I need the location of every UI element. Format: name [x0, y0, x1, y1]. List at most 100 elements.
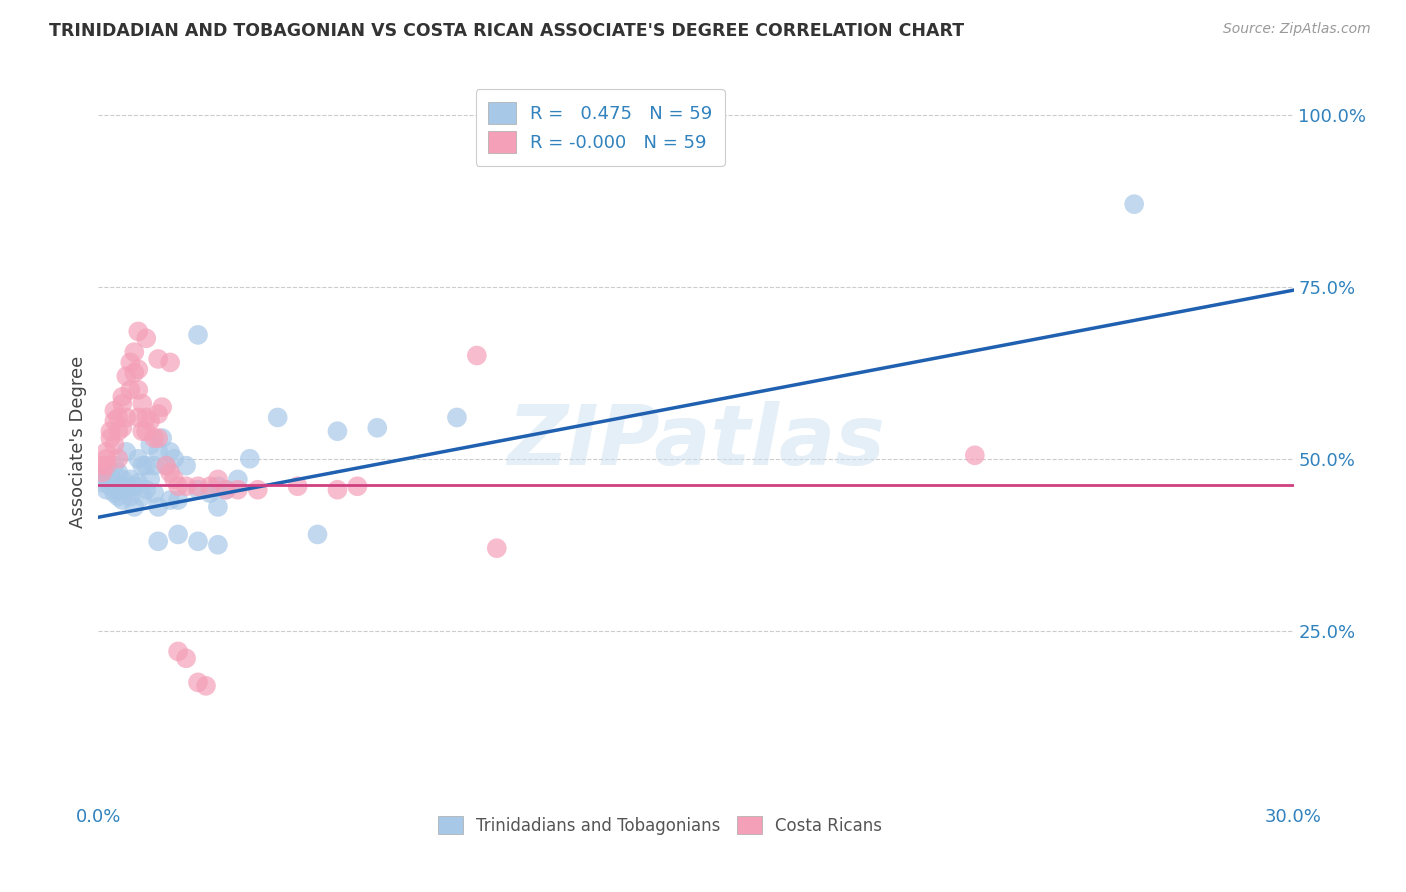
Point	[107, 466, 129, 480]
Point	[91, 466, 114, 480]
Point	[131, 458, 153, 473]
Point	[1123, 197, 1146, 211]
Point	[111, 493, 134, 508]
Point	[174, 458, 197, 473]
Point	[98, 431, 122, 445]
Point	[187, 675, 209, 690]
Point	[127, 325, 149, 339]
Point	[91, 475, 114, 490]
Point	[139, 472, 162, 486]
Point	[98, 469, 122, 483]
Point	[207, 500, 229, 514]
Point	[143, 458, 166, 473]
Point	[155, 458, 177, 473]
Point	[98, 424, 122, 438]
Point	[226, 472, 249, 486]
Point	[465, 349, 488, 363]
Point	[96, 458, 118, 473]
Point	[96, 445, 118, 459]
Point	[120, 472, 142, 486]
Text: TRINIDADIAN AND TOBAGONIAN VS COSTA RICAN ASSOCIATE'S DEGREE CORRELATION CHART: TRINIDADIAN AND TOBAGONIAN VS COSTA RICA…	[49, 22, 965, 40]
Point	[139, 414, 162, 428]
Point	[148, 445, 170, 459]
Point	[103, 486, 125, 500]
Point	[96, 483, 118, 497]
Point	[155, 458, 177, 473]
Point	[127, 475, 149, 490]
Point	[115, 410, 138, 425]
Y-axis label: Associate's Degree: Associate's Degree	[69, 355, 87, 528]
Point	[115, 483, 138, 497]
Point	[195, 679, 218, 693]
Point	[111, 479, 134, 493]
Point	[198, 479, 221, 493]
Point	[111, 397, 134, 411]
Point	[127, 451, 149, 466]
Point	[267, 410, 290, 425]
Point	[198, 486, 221, 500]
Point	[127, 362, 149, 376]
Point	[124, 366, 146, 380]
Point	[346, 479, 368, 493]
Point	[163, 451, 186, 466]
Point	[148, 431, 170, 445]
Point	[131, 424, 153, 438]
Point	[287, 479, 309, 493]
Point	[246, 483, 269, 497]
Point	[127, 410, 149, 425]
Point	[120, 355, 142, 369]
Point	[103, 414, 125, 428]
Point	[103, 438, 125, 452]
Point	[366, 421, 388, 435]
Point	[148, 351, 170, 366]
Point	[124, 345, 146, 359]
Point	[135, 458, 157, 473]
Point	[135, 331, 157, 345]
Text: Source: ZipAtlas.com: Source: ZipAtlas.com	[1223, 22, 1371, 37]
Point	[96, 451, 118, 466]
Point	[96, 472, 118, 486]
Point	[127, 383, 149, 397]
Point	[187, 327, 209, 342]
Point	[174, 479, 197, 493]
Point	[98, 479, 122, 493]
Point	[485, 541, 508, 556]
Point	[150, 400, 173, 414]
Point	[159, 466, 181, 480]
Point	[111, 472, 134, 486]
Point	[148, 534, 170, 549]
Point	[187, 479, 209, 493]
Point	[103, 475, 125, 490]
Point	[111, 421, 134, 435]
Point	[307, 527, 329, 541]
Point	[207, 538, 229, 552]
Point	[215, 483, 238, 497]
Point	[326, 424, 349, 438]
Point	[131, 490, 153, 504]
Point	[120, 490, 142, 504]
Point	[143, 486, 166, 500]
Point	[124, 500, 146, 514]
Point	[91, 469, 114, 483]
Point	[167, 479, 190, 493]
Point	[187, 534, 209, 549]
Point	[107, 424, 129, 438]
Point	[120, 383, 142, 397]
Point	[174, 651, 197, 665]
Point	[207, 472, 229, 486]
Text: ZIPatlas: ZIPatlas	[508, 401, 884, 482]
Point	[91, 458, 114, 473]
Point	[167, 527, 190, 541]
Point	[107, 490, 129, 504]
Point	[131, 397, 153, 411]
Point	[115, 445, 138, 459]
Point	[150, 431, 173, 445]
Point	[96, 466, 118, 480]
Point	[107, 483, 129, 497]
Point	[159, 355, 181, 369]
Point	[207, 479, 229, 493]
Point	[148, 407, 170, 421]
Point	[115, 369, 138, 384]
Point	[187, 483, 209, 497]
Point	[159, 493, 181, 508]
